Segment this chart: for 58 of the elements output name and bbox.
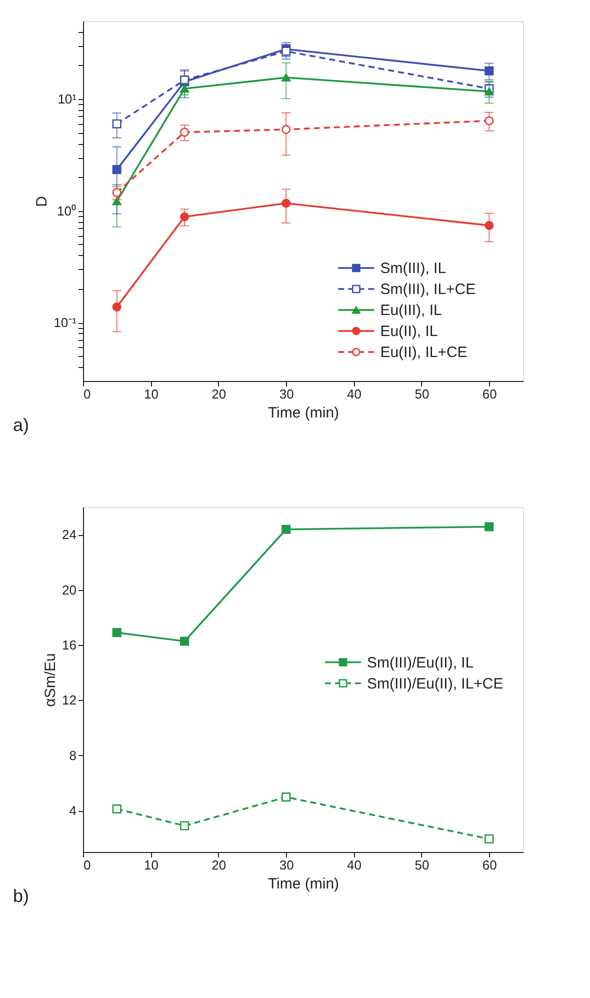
x-tick-label: 20 — [212, 386, 226, 402]
point — [282, 74, 291, 82]
x-tick-label: 0 — [84, 386, 91, 402]
text: b) — [13, 886, 30, 906]
point — [282, 198, 291, 208]
point — [180, 821, 190, 830]
x-tick-label: 0 — [84, 858, 91, 872]
point — [112, 628, 122, 638]
x-tick-label: 60 — [482, 858, 497, 872]
x-tick-label: 20 — [212, 858, 226, 872]
x-axis-title: Time (min) — [268, 404, 340, 422]
point — [282, 524, 291, 534]
y-tick-label: 10⁰ — [57, 203, 76, 218]
point — [180, 128, 190, 137]
x-tick-label: 10 — [144, 386, 158, 402]
point — [180, 636, 190, 646]
legend-label: Sm(III), IL+CE — [380, 281, 476, 298]
y-tick-label: 4 — [69, 803, 76, 818]
legend-label: Sm(III)/Eu(II), IL+CE — [367, 675, 504, 692]
legend-label: Sm(III), IL — [380, 260, 446, 277]
x-tick-label: 10 — [144, 858, 158, 872]
point — [282, 792, 291, 802]
y-tick-label: 10¹ — [58, 92, 78, 107]
text: a) — [13, 415, 30, 435]
legend-label: Eu(II), IL+CE — [380, 344, 468, 361]
point — [112, 188, 122, 197]
legend-label: Eu(III), IL — [380, 302, 442, 319]
x-tick-label: 60 — [482, 386, 497, 402]
legend-label: Eu(II), IL — [380, 323, 438, 340]
point — [112, 165, 122, 174]
x-tick-label: 40 — [347, 386, 362, 402]
x-axis-title: Time (min) — [268, 876, 340, 892]
x-tick-label: 50 — [414, 386, 430, 402]
x-tick-label: 30 — [279, 386, 294, 402]
point — [180, 212, 190, 222]
point — [112, 302, 122, 312]
point — [484, 834, 494, 844]
point — [484, 66, 494, 76]
point — [484, 220, 494, 230]
y-tick-label: 10⁻¹ — [54, 315, 78, 330]
point — [282, 124, 291, 134]
y-axis-title: D — [34, 196, 51, 207]
y-tick-label: 12 — [62, 692, 76, 708]
point — [484, 87, 494, 96]
x-tick-label: 30 — [279, 858, 294, 872]
y-tick-label: 24 — [62, 527, 76, 542]
point — [484, 116, 494, 126]
point — [484, 522, 494, 532]
legend-label: Sm(III)/Eu(II), IL — [367, 654, 474, 672]
point — [180, 84, 190, 93]
y-tick-label: 20 — [62, 582, 76, 598]
y-axis-title: αSm/Eu — [42, 653, 60, 707]
y-tick-label: 8 — [69, 748, 76, 763]
x-tick-label: 50 — [414, 858, 430, 872]
y-tick-label: 16 — [62, 638, 76, 652]
point — [112, 804, 122, 814]
x-tick-label: 40 — [347, 858, 362, 872]
point — [112, 119, 122, 128]
